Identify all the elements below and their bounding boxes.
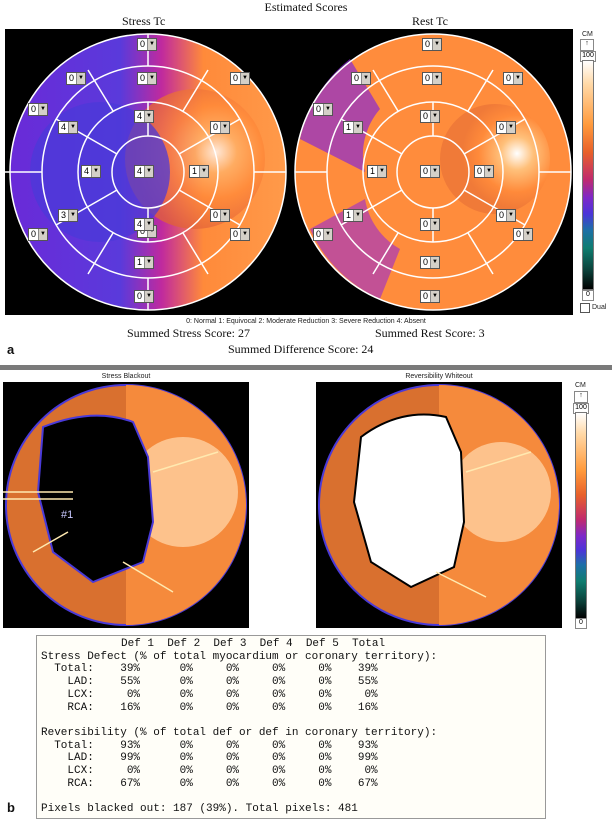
rest-seg-14-select[interactable]: 0 ▼ [513,228,533,241]
colorbar-b-min: 0 [575,618,587,629]
stress-seg-8-select[interactable]: 4 ▼ [134,110,154,123]
rest-seg-5-select[interactable]: 0 ▼ [422,72,442,85]
stress-blackout-title: Stress Blackout [101,373,151,380]
rest-seg-15-select[interactable]: 1 ▼ [343,209,363,222]
panel-separator [0,365,612,370]
score-legend: 0: Normal 1: Equivocal 2: Moderate Reduc… [186,318,426,325]
colorbar-b [575,412,587,619]
rest-seg-8-select[interactable]: 0 ▼ [420,110,440,123]
rest-seg-1-select[interactable]: 0 ▼ [422,38,442,51]
stress-seg-10-select[interactable]: 4 ▼ [81,165,101,178]
rest-map-cold-2 [310,199,400,299]
stress-seg-6-select[interactable]: 0 ▼ [210,121,230,134]
panel-b-label: b [7,800,15,815]
rest-seg-7-select[interactable]: 0 ▼ [496,121,516,134]
reversibility-whiteout-title: Reversibility Whiteout [405,373,473,380]
rest-tc-title: Rest Tc [412,14,448,28]
defect-results-table: Def 1 Def 2 Def 3 Def 4 Def 5 Total Stres… [36,635,546,819]
colorbar-a-min: 0 [582,290,594,301]
stress-row-lad: LAD: 55% 0% 0% 0% 0% 55% [41,676,378,689]
rest-map-hot [440,104,550,214]
rest-seg-12-select[interactable]: 0 ▼ [420,218,440,231]
colorbar-b-top-label: CM [575,382,586,389]
stress-seg-3-select[interactable]: 0 ▼ [230,72,250,85]
rest-seg-3-select[interactable]: 0 ▼ [503,72,523,85]
rest-map-cold-1 [300,59,380,172]
stress-seg-16-select[interactable]: 3 ▼ [58,209,78,222]
colorbar-a-arrow-icon[interactable]: ↑ [580,39,594,51]
dual-label: Dual [592,304,607,311]
stress-seg-5-select[interactable]: 0 ▼ [137,72,157,85]
colorbar-a-top-label: CM [582,31,593,38]
stress-defect-title: Stress Defect (% of total myocardium or … [41,650,438,663]
rest-seg-17-select[interactable]: 0 ▼ [420,256,440,269]
stress-seg-2-select[interactable]: 0 ▼ [66,72,86,85]
stress-seg-19-select[interactable]: 0 ▼ [134,290,154,303]
rest-seg-16-select[interactable]: 0 ▼ [313,228,333,241]
rev-row-total: Total: 93% 0% 0% 0% 0% 93% [41,739,378,752]
stress-seg-7-select[interactable]: 4 ▼ [58,121,78,134]
panel-a: Estimated Scores Stress Tc Rest Tc [0,0,612,365]
rest-seg-6-select[interactable]: 1 ▼ [343,121,363,134]
panel-a-label: a [7,342,15,357]
stress-seg-15-select[interactable]: 0 ▼ [230,228,250,241]
stress-seg-18-select[interactable]: 1 ▼ [134,256,154,269]
stress-seg-11-select[interactable]: 1 ▼ [189,165,209,178]
whiteout-region [352,413,466,589]
rest-seg-9-select[interactable]: 0 ▼ [420,165,440,178]
summed-difference-score: Summed Difference Score: 24 [228,342,374,356]
stress-row-lcx: LCX: 0% 0% 0% 0% 0% 0% [41,688,378,701]
defect-marker: #1 [61,509,73,521]
panel-b: Stress Blackout Reversibility Whiteout #… [0,370,612,821]
stress-blackout-map: #1 [3,382,249,628]
stress-row-total: Total: 39% 0% 0% 0% 0% 39% [41,663,378,676]
stress-row-rca: RCA: 16% 0% 0% 0% 0% 16% [41,701,378,714]
dual-checkbox[interactable] [580,303,590,313]
rev-row-lad: LAD: 99% 0% 0% 0% 0% 99% [41,752,378,765]
reversibility-whiteout-map [316,382,562,628]
rest-seg-13-select[interactable]: 0 ▼ [496,209,516,222]
summed-rest-score: Summed Rest Score: 3 [375,326,485,340]
stress-seg-17-select[interactable]: 0 ▼ [28,228,48,241]
stress-seg-4-select[interactable]: 0 ▼ [28,103,48,116]
colorbar-b-arrow-icon[interactable]: ↑ [574,391,588,403]
stress-seg-1-select[interactable]: 0 ▼ [137,38,157,51]
colorbar-a [582,60,594,290]
stress-tc-title: Stress Tc [122,14,166,28]
rev-row-lcx: LCX: 0% 0% 0% 0% 0% 0% [41,765,378,778]
rest-seg-4-select[interactable]: 0 ▼ [313,103,333,116]
rest-seg-2-select[interactable]: 0 ▼ [351,72,371,85]
reversibility-title: Reversibility (% of total def or def in … [41,726,438,739]
rev-row-rca: RCA: 67% 0% 0% 0% 0% 67% [41,777,378,790]
pixels-footer: Pixels blacked out: 187 (39%). Total pix… [41,803,358,816]
blackout-region [36,414,155,584]
stress-seg-13-select[interactable]: 4 ▼ [134,218,154,231]
stress-seg-12-select[interactable]: 4 ▼ [134,165,154,178]
table-header: Def 1 Def 2 Def 3 Def 4 Def 5 Total [121,638,386,650]
stress-seg-14-select[interactable]: 0 ▼ [210,209,230,222]
rest-seg-10-select[interactable]: 1 ▼ [367,165,387,178]
rest-seg-18-select[interactable]: 0 ▼ [420,290,440,303]
summed-stress-score: Summed Stress Score: 27 [127,326,250,340]
rest-seg-11-select[interactable]: 0 ▼ [474,165,494,178]
estimated-scores-title: Estimated Scores [264,0,348,14]
